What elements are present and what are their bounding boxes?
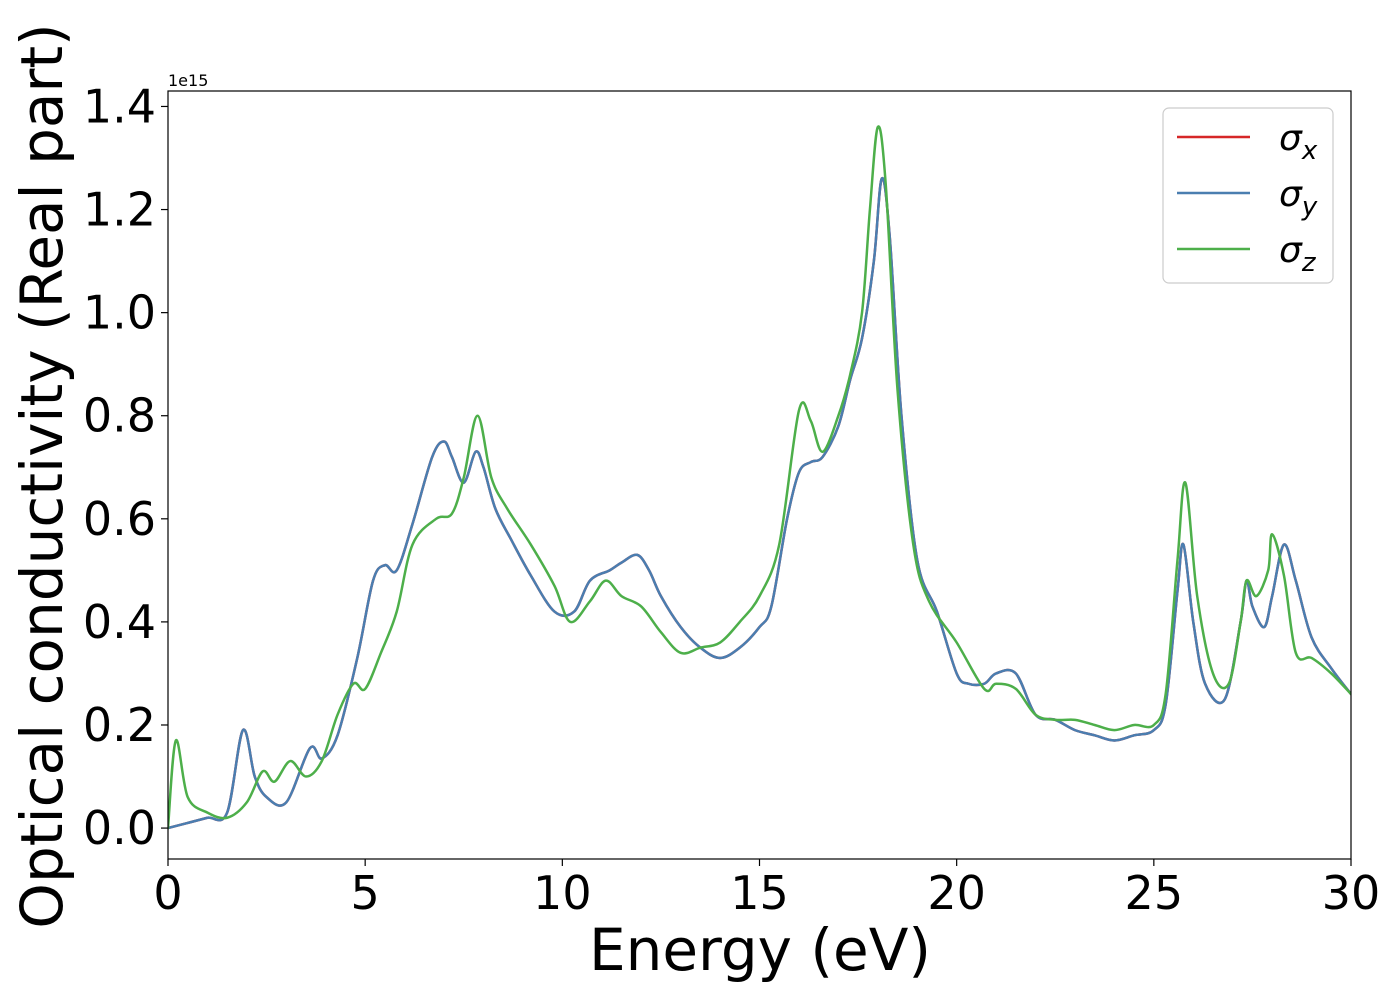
legend-label-y: σy	[1279, 174, 1318, 222]
y-tick-label: 0.2	[83, 698, 156, 752]
x-tick-label: 30	[1322, 866, 1381, 920]
x-axis-title: Energy (eV)	[589, 916, 931, 984]
y-tick-label: 0.0	[83, 801, 156, 855]
series-layer	[168, 125, 1351, 830]
legend: σx σy σz	[1162, 107, 1334, 284]
y-tick-label: 0.8	[83, 389, 156, 443]
x-tick-label: 10	[533, 866, 592, 920]
y-tick-label: 1.0	[83, 286, 156, 340]
x-tick-label: 0	[153, 866, 182, 920]
y-tick-label: 1.2	[83, 183, 156, 237]
y-tick-label: 0.4	[83, 595, 156, 649]
series-line-z	[168, 125, 1351, 830]
y-offset-text: 1e15	[168, 71, 208, 90]
x-tick-label: 20	[927, 866, 986, 920]
x-tick-label: 15	[730, 866, 789, 920]
legend-label-x: σx	[1279, 118, 1318, 166]
x-axis: 0 5 10 15 20 25 30	[153, 859, 1380, 920]
y-tick-label: 0.6	[83, 492, 156, 546]
legend-box	[1162, 107, 1334, 284]
x-tick-label: 25	[1125, 866, 1184, 920]
y-axis: 0.0 0.2 0.4 0.6 0.8 1.0 1.2 1.4	[83, 79, 168, 855]
x-tick-label: 5	[351, 866, 380, 920]
y-tick-label: 1.4	[83, 79, 156, 133]
y-axis-title: Optical conductivity (Real part)	[8, 23, 76, 928]
series-line-y	[168, 176, 1351, 830]
legend-label-z: σz	[1279, 230, 1317, 278]
